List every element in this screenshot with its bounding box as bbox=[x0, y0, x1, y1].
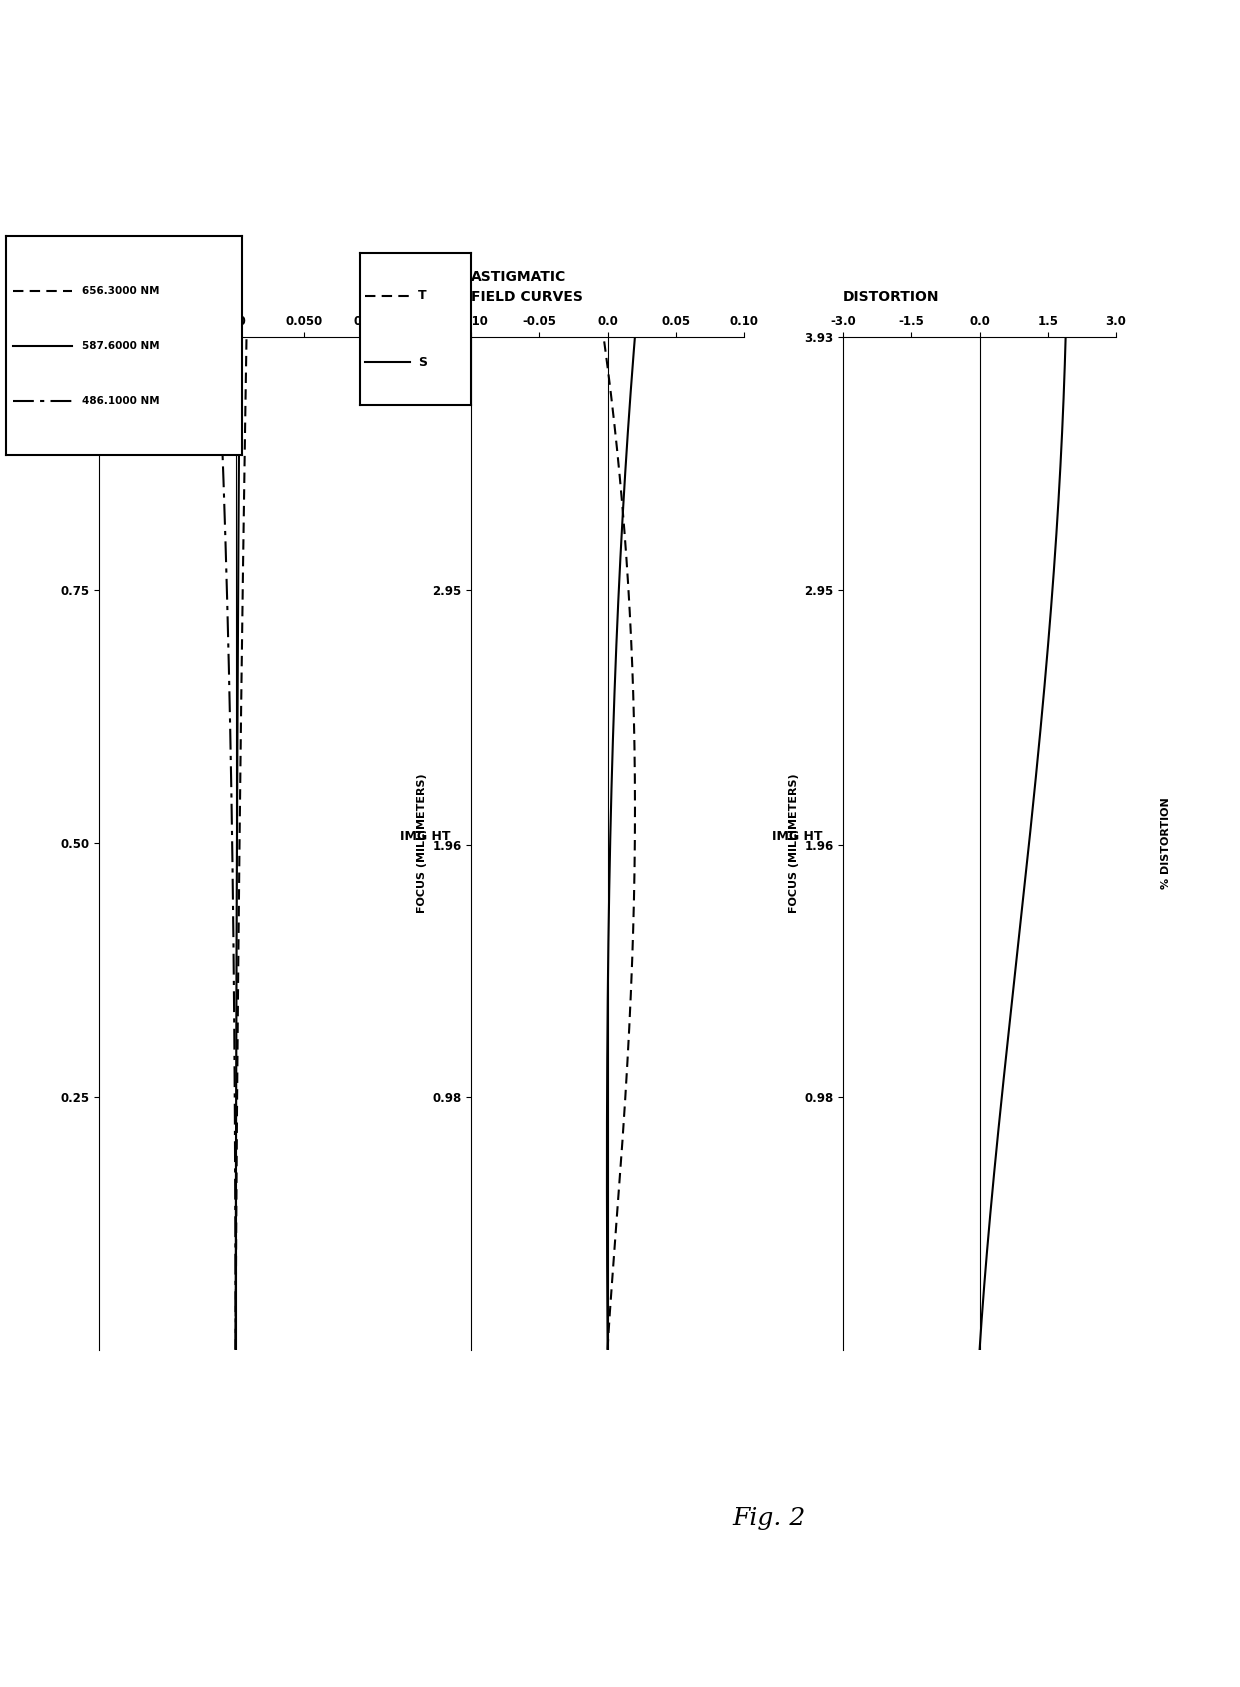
Text: FOCUS (MILLIMETERS): FOCUS (MILLIMETERS) bbox=[417, 774, 427, 913]
Text: ASTIGMATIC
FIELD CURVES: ASTIGMATIC FIELD CURVES bbox=[471, 270, 583, 304]
Text: S: S bbox=[418, 356, 427, 369]
Text: % DISTORTION: % DISTORTION bbox=[1161, 798, 1171, 889]
Text: FOCUS (MILLIMETERS): FOCUS (MILLIMETERS) bbox=[789, 774, 799, 913]
Text: 656.3000 NM: 656.3000 NM bbox=[82, 287, 159, 295]
Text: LONGITUDINAL
SPHERICAL ABER.: LONGITUDINAL SPHERICAL ABER. bbox=[99, 270, 238, 304]
Text: 587.6000 NM: 587.6000 NM bbox=[82, 341, 159, 351]
Y-axis label: IMG HT: IMG HT bbox=[773, 830, 822, 844]
Text: 486.1000 NM: 486.1000 NM bbox=[82, 396, 159, 405]
Y-axis label: IMG HT: IMG HT bbox=[401, 830, 450, 844]
Text: Fig. 2: Fig. 2 bbox=[732, 1506, 806, 1530]
Text: DISTORTION: DISTORTION bbox=[843, 290, 940, 304]
Text: T: T bbox=[418, 288, 427, 302]
